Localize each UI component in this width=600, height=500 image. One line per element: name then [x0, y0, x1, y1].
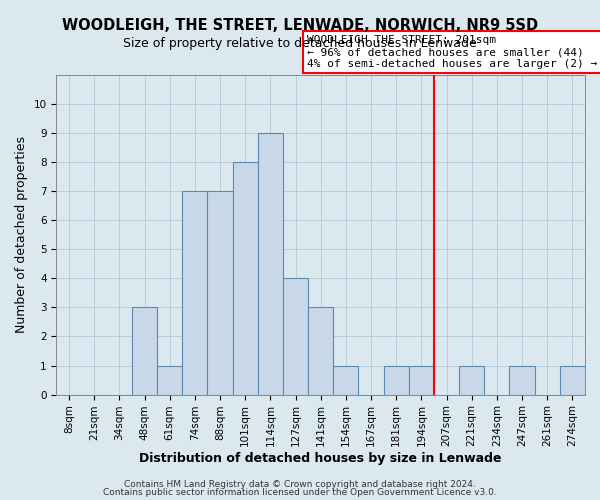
Bar: [157, 366, 182, 394]
Text: Contains public sector information licensed under the Open Government Licence v3: Contains public sector information licen…: [103, 488, 497, 497]
Text: WOODLEIGH, THE STREET, LENWADE, NORWICH, NR9 5SD: WOODLEIGH, THE STREET, LENWADE, NORWICH,…: [62, 18, 538, 32]
Bar: [560, 366, 585, 394]
Bar: [383, 366, 409, 394]
Bar: [283, 278, 308, 394]
Bar: [308, 308, 333, 394]
Text: WOODLEIGH THE STREET: 201sqm
← 96% of detached houses are smaller (44)
4% of sem: WOODLEIGH THE STREET: 201sqm ← 96% of de…: [307, 36, 598, 68]
Bar: [233, 162, 258, 394]
Bar: [208, 191, 233, 394]
Bar: [333, 366, 358, 394]
Y-axis label: Number of detached properties: Number of detached properties: [15, 136, 28, 334]
Bar: [459, 366, 484, 394]
Bar: [409, 366, 434, 394]
X-axis label: Distribution of detached houses by size in Lenwade: Distribution of detached houses by size …: [139, 452, 502, 465]
Bar: [132, 308, 157, 394]
Text: Contains HM Land Registry data © Crown copyright and database right 2024.: Contains HM Land Registry data © Crown c…: [124, 480, 476, 489]
Bar: [509, 366, 535, 394]
Bar: [258, 133, 283, 394]
Bar: [182, 191, 208, 394]
Text: Size of property relative to detached houses in Lenwade: Size of property relative to detached ho…: [123, 38, 477, 51]
